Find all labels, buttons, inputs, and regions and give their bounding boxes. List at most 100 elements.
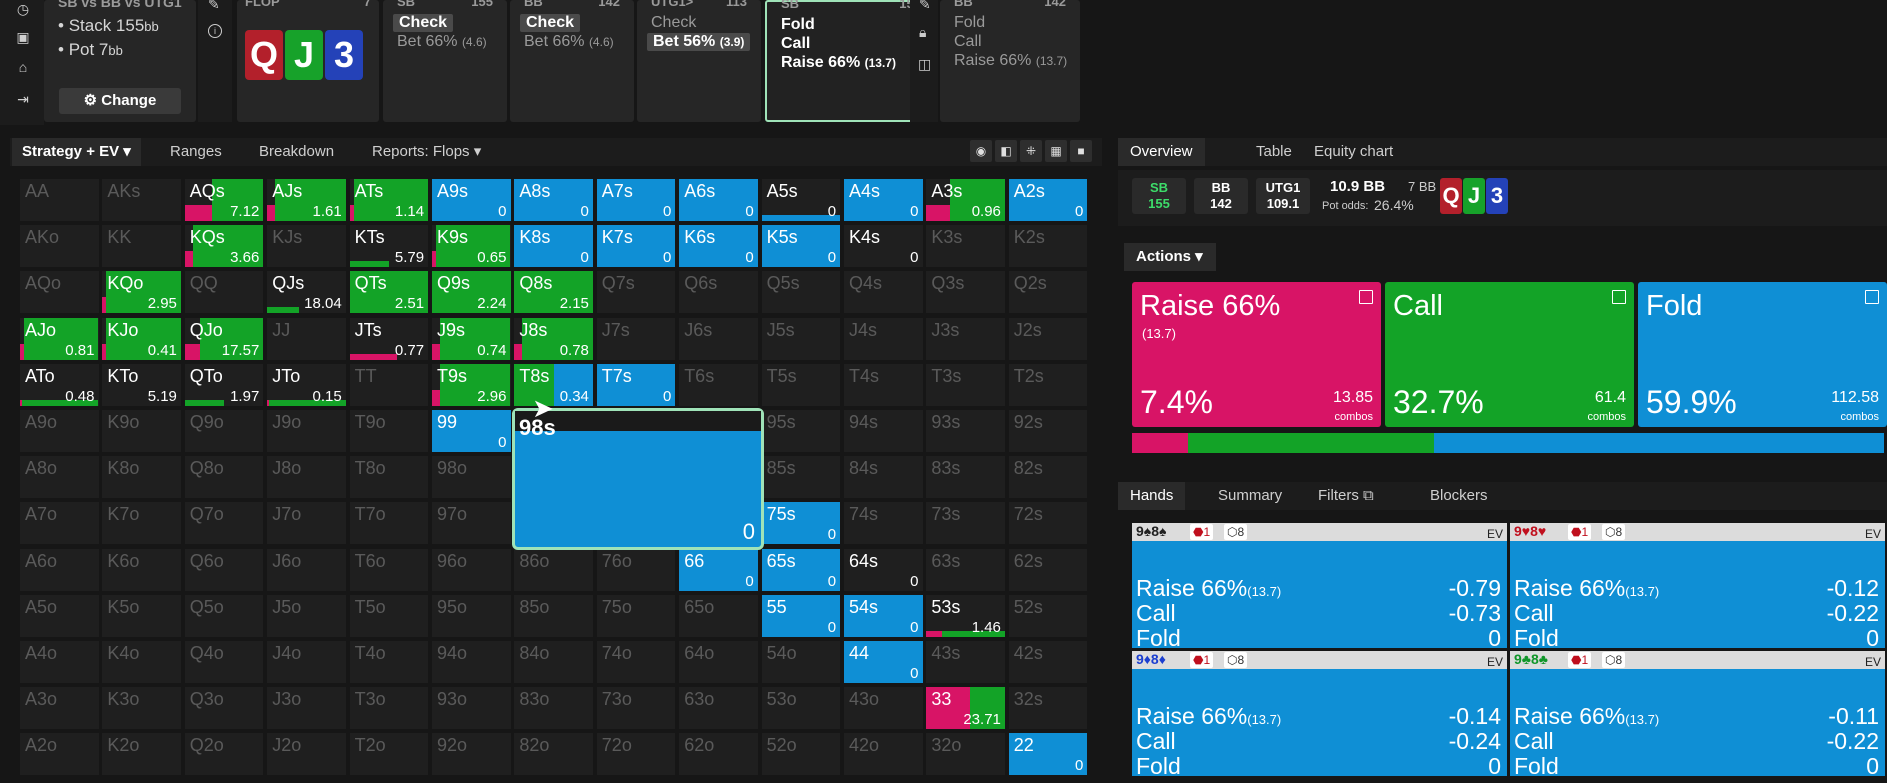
hand-cell-AKo[interactable]: AKo [19,224,100,269]
hand-cell-T6s[interactable]: T6s [678,362,759,407]
hand-cell-53o[interactable]: 53o [760,686,842,731]
hand-cell-K8o[interactable]: K8o [101,455,182,500]
hand-cell-Q2s[interactable]: Q2s [1007,270,1089,315]
details-icon[interactable] [1612,290,1626,304]
hand-cell-96o[interactable]: 96o [431,547,512,592]
hand-cell-A9o[interactable]: A9o [19,409,100,453]
tab-reports[interactable]: Reports: Flops ▾ [372,143,482,160]
hand-cell-Q8o[interactable]: Q8o [183,455,265,500]
hand-cell-K8s[interactable]: 0 K8s [513,224,594,269]
hand-cell-52s[interactable]: 52s [1007,593,1089,638]
hand-cell-K5s[interactable]: 0 K5s [760,224,842,269]
hand-cell-J5s[interactable]: J5s [760,316,842,361]
hand-cell-43s[interactable]: 43s [925,640,1006,684]
hand-cell-K9s[interactable]: 0.65 K9s [431,224,512,269]
hand-cell-Q7o[interactable]: Q7o [183,501,265,546]
hand-cell-J7s[interactable]: J7s [595,316,677,361]
hand-cell-K4s[interactable]: 0 K4s [843,224,924,269]
details-icon[interactable] [1865,290,1879,304]
hand-cell-Q7s[interactable]: Q7s [595,270,677,315]
details-icon[interactable] [1359,290,1373,304]
hand-cell-92s[interactable]: 92s [1007,409,1089,453]
hand-cell-AKs[interactable]: AKs [101,178,182,222]
hand-cell-97o[interactable]: 97o [431,501,512,546]
hand-cell-72s[interactable]: 72s [1007,501,1089,546]
node-action[interactable]: Raise 66% (13.7) [954,52,1068,69]
hand-cell-74o[interactable]: 74o [595,640,677,684]
view-grid-icon[interactable]: ▦ [1045,140,1067,162]
hand-cell-52o[interactable]: 52o [760,732,842,777]
hand-cell-84s[interactable]: 84s [843,455,924,500]
hand-cell-A3s[interactable]: 0.96 A3s [925,178,1006,222]
hand-cell-95o[interactable]: 95o [431,593,512,638]
lock-icon[interactable]: 🔒︎ [919,24,927,40]
hand-cell-J6o[interactable]: J6o [266,547,347,592]
hand-cell-J3s[interactable]: J3s [925,316,1006,361]
node-action[interactable]: Fold [781,16,815,33]
hand-cell-K5o[interactable]: K5o [101,593,182,638]
hand-cell-A7s[interactable]: 0 A7s [595,178,677,222]
hand-cell-66[interactable]: 0 66 [678,547,759,592]
hand-cell-K3s[interactable]: K3s [925,224,1006,269]
hand-cell-TT[interactable]: TT [348,362,430,407]
node-action[interactable]: Check [393,14,454,32]
hand-cell-T8o[interactable]: T8o [348,455,430,500]
node-action[interactable]: Raise 66% (13.7) [781,54,896,71]
node-action[interactable]: Call [781,35,811,52]
hand-cell-T9o[interactable]: T9o [348,409,430,453]
hand-cell-J8o[interactable]: J8o [266,455,347,500]
hand-cell-A6o[interactable]: A6o [19,547,100,592]
action-node-3[interactable]: UTG1> 113 Check Bet 56% (3.9) [637,0,761,122]
hand-cell-73s[interactable]: 73s [925,501,1006,546]
tab-equity-chart[interactable]: Equity chart [1314,143,1394,160]
hand-cell-K7o[interactable]: K7o [101,501,182,546]
hand-cell-42o[interactable]: 42o [843,732,924,777]
view-compact-icon[interactable]: ⁜ [1020,140,1042,162]
edit-icon[interactable]: ✎ [919,0,931,12]
hand-cell-62o[interactable]: 62o [678,732,759,777]
hand-cell-J2s[interactable]: J2s [1007,316,1089,361]
hand-card-4[interactable]: 9♣8♣ ⬣1 ⬡8 EV Raise 66%(13.7) -0.11 Call -0.22 F… [1510,651,1885,779]
hand-card-1[interactable]: 9♠8♠ ⬣1 ⬡8 EV Raise 66%(13.7) -0.79 Call -0.73 F… [1132,523,1507,651]
hand-cell-Q5o[interactable]: Q5o [183,593,265,638]
hand-cell-64o[interactable]: 64o [678,640,759,684]
hand-cell-A4o[interactable]: A4o [19,640,100,684]
hand-cell-KJo[interactable]: 0.41 KJo [101,316,182,361]
hand-cell-Q6s[interactable]: Q6s [678,270,759,315]
action-node-4[interactable]: SB155FoldCallRaise 66% (13.7) [765,0,937,122]
hand-cell-63s[interactable]: 63s [925,547,1006,592]
hand-cell-42s[interactable]: 42s [1007,640,1089,684]
tab-hands[interactable]: Hands [1118,482,1186,510]
hand-cell-KQs[interactable]: 3.66 KQs [183,224,265,269]
hand-cell-J9s[interactable]: 0.74 J9s [431,316,512,361]
save-icon[interactable]: ▣ [16,29,30,45]
hand-cell-T5s[interactable]: T5s [760,362,842,407]
hand-cell-T2s[interactable]: T2s [1007,362,1089,407]
hand-cell-K2s[interactable]: K2s [1007,224,1089,269]
hand-cell-T8s[interactable]: 0.34 T8s [513,362,594,407]
hand-cell-44[interactable]: 0 44 [843,640,924,684]
hand-cell-65s[interactable]: 0 65s [760,547,842,592]
tab-filters[interactable]: Filters ⧉ [1318,487,1374,504]
hand-cell-QJs[interactable]: 18.04 QJs [266,270,347,315]
hand-cell-83o[interactable]: 83o [513,686,594,731]
hand-cell-83s[interactable]: 83s [925,455,1006,500]
hand-cell-93s[interactable]: 93s [925,409,1006,453]
hand-cell-T5o[interactable]: T5o [348,593,430,638]
hand-cell-Q3s[interactable]: Q3s [925,270,1006,315]
view-3d-icon[interactable]: ◉ [970,140,992,162]
hand-cell-76o[interactable]: 76o [595,547,677,592]
hand-cell-33[interactable]: 23.71 33 [925,686,1006,731]
hand-cell-93o[interactable]: 93o [431,686,512,731]
hand-card-3[interactable]: 9♦8♦ ⬣1 ⬡8 EV Raise 66%(13.7) -0.14 Call -0.24 F… [1132,651,1507,779]
hand-cell-A6s[interactable]: 0 A6s [678,178,759,222]
hand-cell-A5s[interactable]: 0 A5s [760,178,842,222]
hand-cell-75o[interactable]: 75o [595,593,677,638]
hand-cell-98o[interactable]: 98o [431,455,512,500]
hand-cell-T9s[interactable]: 2.96 T9s [431,362,512,407]
hand-cell-85o[interactable]: 85o [513,593,594,638]
hand-cell-J5o[interactable]: J5o [266,593,347,638]
node-action[interactable]: Bet 56% (3.9) [647,33,751,51]
seat-sb[interactable]: SB 155 [1132,178,1186,214]
hand-cell-A8o[interactable]: A8o [19,455,100,500]
